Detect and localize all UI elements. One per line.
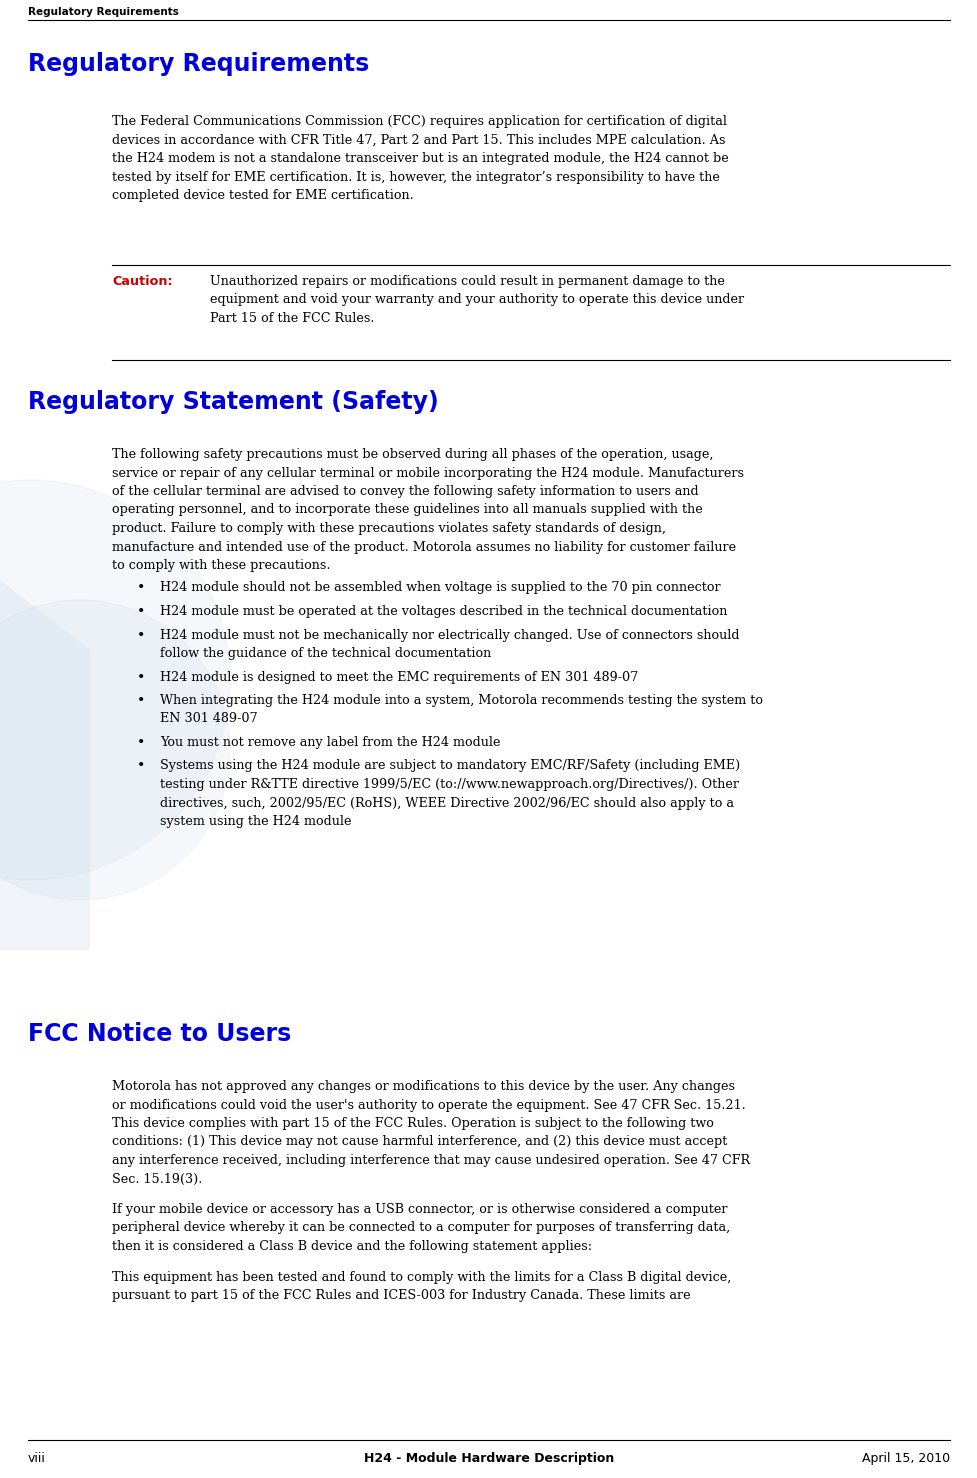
- Text: system using the H24 module: system using the H24 module: [160, 814, 351, 828]
- Text: Sec. 15.19(3).: Sec. 15.19(3).: [112, 1172, 202, 1185]
- Text: Regulatory Statement (Safety): Regulatory Statement (Safety): [28, 390, 439, 414]
- Text: completed device tested for EME certification.: completed device tested for EME certific…: [112, 189, 413, 202]
- Text: directives, such, 2002/95/EC (RoHS), WEEE Directive 2002/96/EC should also apply: directives, such, 2002/95/EC (RoHS), WEE…: [160, 797, 734, 810]
- Text: •: •: [137, 671, 146, 684]
- Text: Caution:: Caution:: [112, 275, 173, 288]
- Text: •: •: [137, 628, 146, 643]
- Text: This device complies with part 15 of the FCC Rules. Operation is subject to the : This device complies with part 15 of the…: [112, 1117, 713, 1131]
- Text: The Federal Communications Commission (FCC) requires application for certificati: The Federal Communications Commission (F…: [112, 115, 726, 129]
- Polygon shape: [0, 579, 90, 950]
- Text: •: •: [137, 760, 146, 773]
- Text: Regulatory Requirements: Regulatory Requirements: [28, 52, 369, 75]
- Text: testing under R&TTE directive 1999/5/EC (to://www.newapproach.org/Directives/). : testing under R&TTE directive 1999/5/EC …: [160, 777, 739, 791]
- Text: This equipment has been tested and found to comply with the limits for a Class B: This equipment has been tested and found…: [112, 1271, 731, 1283]
- Text: April 15, 2010: April 15, 2010: [861, 1451, 949, 1465]
- Text: equipment and void your warranty and your authority to operate this device under: equipment and void your warranty and you…: [210, 294, 743, 306]
- Text: operating personnel, and to incorporate these guidelines into all manuals suppli: operating personnel, and to incorporate …: [112, 504, 702, 516]
- Text: Part 15 of the FCC Rules.: Part 15 of the FCC Rules.: [210, 312, 374, 325]
- Text: •: •: [137, 736, 146, 749]
- Text: peripheral device whereby it can be connected to a computer for purposes of tran: peripheral device whereby it can be conn…: [112, 1221, 730, 1234]
- Text: Motorola has not approved any changes or modifications to this device by the use: Motorola has not approved any changes or…: [112, 1080, 735, 1094]
- Text: or modifications could void the user's authority to operate the equipment. See 4: or modifications could void the user's a…: [112, 1098, 745, 1111]
- Circle shape: [0, 600, 230, 900]
- Text: manufacture and intended use of the product. Motorola assumes no liability for c: manufacture and intended use of the prod…: [112, 541, 736, 553]
- Text: product. Failure to comply with these precautions violates safety standards of d: product. Failure to comply with these pr…: [112, 522, 665, 535]
- Text: H24 module must be operated at the voltages described in the technical documenta: H24 module must be operated at the volta…: [160, 605, 727, 618]
- Text: to comply with these precautions.: to comply with these precautions.: [112, 559, 330, 572]
- Circle shape: [0, 480, 230, 879]
- Text: H24 - Module Hardware Description: H24 - Module Hardware Description: [363, 1451, 614, 1465]
- Text: then it is considered a Class B device and the following statement applies:: then it is considered a Class B device a…: [112, 1240, 591, 1253]
- Text: tested by itself for EME certification. It is, however, the integrator’s respons: tested by itself for EME certification. …: [112, 170, 719, 183]
- Text: follow the guidance of the technical documentation: follow the guidance of the technical doc…: [160, 647, 490, 661]
- Text: viii: viii: [28, 1451, 46, 1465]
- Text: the H24 modem is not a standalone transceiver but is an integrated module, the H: the H24 modem is not a standalone transc…: [112, 152, 728, 166]
- Text: •: •: [137, 605, 146, 619]
- Text: FCC Notice to Users: FCC Notice to Users: [28, 1021, 291, 1046]
- Text: H24 module is designed to meet the EMC requirements of EN 301 489-07: H24 module is designed to meet the EMC r…: [160, 671, 638, 683]
- Text: H24 module must not be mechanically nor electrically changed. Use of connectors : H24 module must not be mechanically nor …: [160, 628, 739, 641]
- Text: of the cellular terminal are advised to convey the following safety information : of the cellular terminal are advised to …: [112, 485, 698, 498]
- Text: service or repair of any cellular terminal or mobile incorporating the H24 modul: service or repair of any cellular termin…: [112, 467, 743, 479]
- Text: devices in accordance with CFR Title 47, Part 2 and Part 15. This includes MPE c: devices in accordance with CFR Title 47,…: [112, 133, 725, 146]
- Text: EN 301 489-07: EN 301 489-07: [160, 712, 257, 726]
- Text: When integrating the H24 module into a system, Motorola recommends testing the s: When integrating the H24 module into a s…: [160, 695, 762, 706]
- Text: You must not remove any label from the H24 module: You must not remove any label from the H…: [160, 736, 500, 749]
- Text: any interference received, including interference that may cause undesired opera: any interference received, including int…: [112, 1154, 749, 1168]
- Text: Systems using the H24 module are subject to mandatory EMC/RF/Safety (including E: Systems using the H24 module are subject…: [160, 760, 740, 773]
- Text: Regulatory Requirements: Regulatory Requirements: [28, 7, 179, 18]
- Text: The following safety precautions must be observed during all phases of the opera: The following safety precautions must be…: [112, 448, 713, 461]
- Text: conditions: (1) This device may not cause harmful interference, and (2) this dev: conditions: (1) This device may not caus…: [112, 1135, 727, 1148]
- Text: If your mobile device or accessory has a USB connector, or is otherwise consider: If your mobile device or accessory has a…: [112, 1203, 727, 1216]
- Text: •: •: [137, 695, 146, 708]
- Text: H24 module should not be assembled when voltage is supplied to the 70 pin connec: H24 module should not be assembled when …: [160, 581, 720, 594]
- Text: Unauthorized repairs or modifications could result in permanent damage to the: Unauthorized repairs or modifications co…: [210, 275, 724, 288]
- Text: •: •: [137, 581, 146, 596]
- Text: pursuant to part 15 of the FCC Rules and ICES-003 for Industry Canada. These lim: pursuant to part 15 of the FCC Rules and…: [112, 1289, 690, 1302]
